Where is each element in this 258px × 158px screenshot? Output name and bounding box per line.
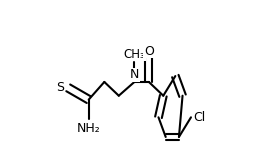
Text: Cl: Cl [193, 111, 206, 124]
Text: O: O [144, 45, 154, 58]
Text: NH₂: NH₂ [77, 122, 101, 135]
Text: CH₃: CH₃ [124, 48, 145, 61]
Text: S: S [56, 81, 64, 94]
Text: N: N [130, 68, 139, 81]
